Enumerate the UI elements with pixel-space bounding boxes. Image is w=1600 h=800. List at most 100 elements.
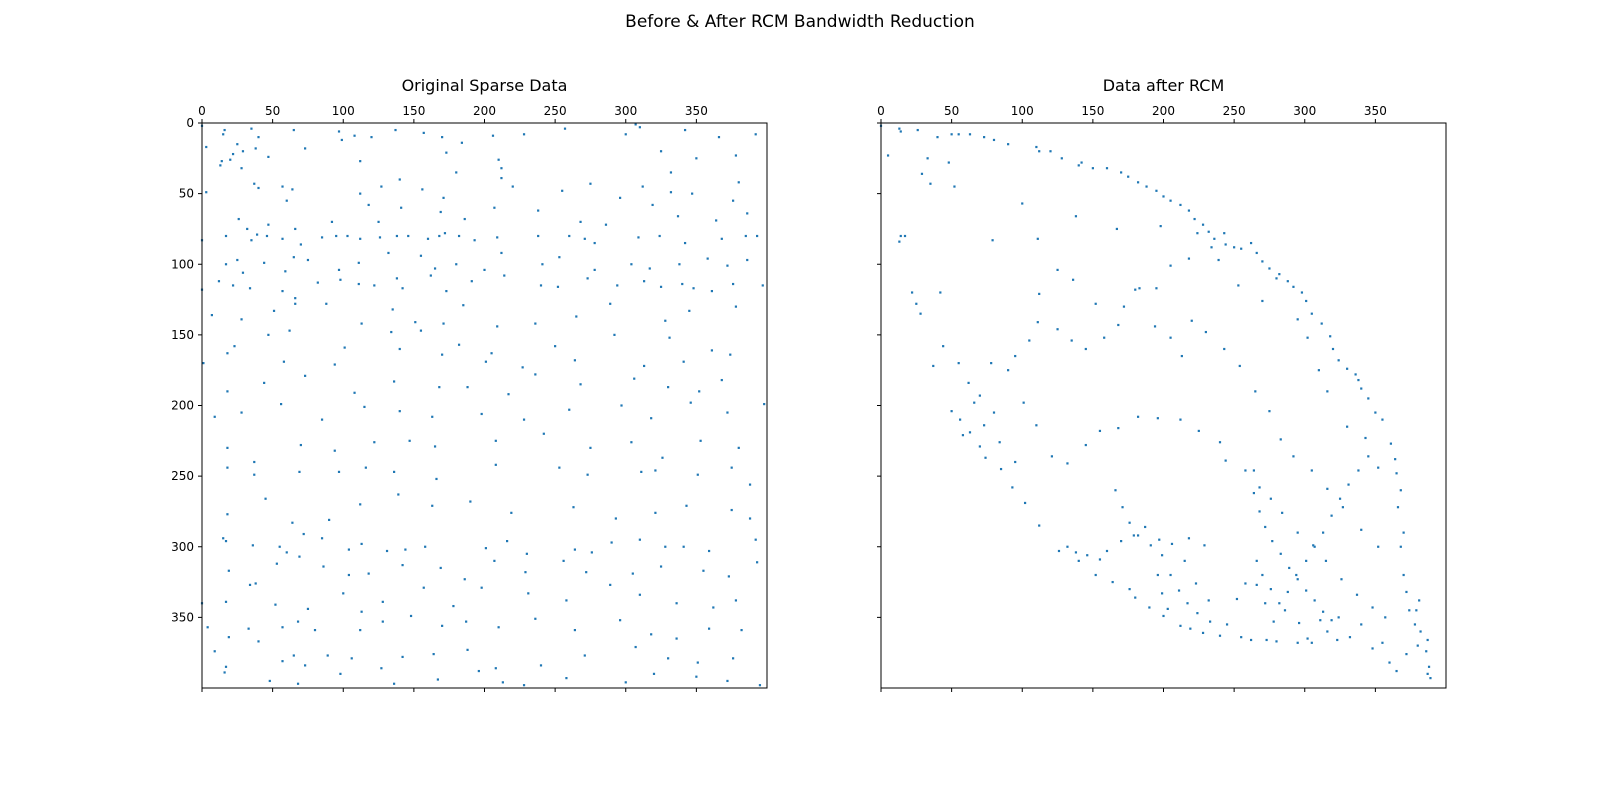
data-point xyxy=(696,661,699,664)
data-point xyxy=(1179,624,1182,627)
data-point xyxy=(213,650,216,653)
data-point xyxy=(395,277,399,280)
x-tick-label: 50 xyxy=(265,104,280,118)
data-point xyxy=(1264,525,1267,529)
data-point xyxy=(726,411,729,414)
data-point xyxy=(1074,215,1078,218)
data-point xyxy=(1326,390,1329,393)
data-point xyxy=(1070,339,1073,342)
data-point xyxy=(589,182,592,185)
data-point xyxy=(246,227,249,231)
data-point xyxy=(616,284,619,287)
data-point xyxy=(1169,264,1172,267)
data-point xyxy=(380,185,383,188)
data-point xyxy=(929,182,932,185)
data-point xyxy=(1115,227,1118,231)
data-point xyxy=(1159,225,1162,228)
data-point xyxy=(758,684,762,687)
data-point xyxy=(296,620,300,623)
data-point xyxy=(222,537,225,540)
data-point xyxy=(726,264,729,267)
data-point xyxy=(494,439,497,442)
data-point xyxy=(748,517,752,520)
data-point xyxy=(1395,472,1398,475)
data-point xyxy=(443,232,447,235)
data-point xyxy=(522,418,526,421)
x-tick-label: 200 xyxy=(473,104,496,118)
data-point xyxy=(408,439,411,442)
data-point xyxy=(253,473,256,476)
data-point xyxy=(899,234,902,238)
data-point xyxy=(1237,284,1240,287)
data-point xyxy=(224,234,228,238)
data-point xyxy=(1224,459,1227,462)
data-point xyxy=(500,176,503,180)
data-point xyxy=(675,637,678,640)
data-point xyxy=(1196,232,1199,235)
data-point xyxy=(1429,677,1432,680)
data-point xyxy=(932,364,935,368)
data-point xyxy=(1197,429,1200,433)
data-point xyxy=(1346,367,1349,370)
data-point xyxy=(282,360,286,363)
data-point xyxy=(337,268,341,271)
data-point xyxy=(1329,335,1332,338)
data-point xyxy=(419,329,423,332)
data-point xyxy=(320,418,324,421)
x-tick-label: 0 xyxy=(198,104,206,118)
data-point xyxy=(1244,582,1247,585)
data-point xyxy=(957,133,960,136)
data-point xyxy=(1418,599,1421,602)
data-point xyxy=(1306,336,1309,339)
data-point xyxy=(1183,559,1186,562)
data-point xyxy=(359,237,362,240)
data-point xyxy=(1023,501,1027,505)
data-point xyxy=(257,640,260,643)
data-point xyxy=(620,404,623,407)
data-point xyxy=(1169,336,1172,339)
data-point xyxy=(426,237,430,240)
data-point xyxy=(1134,288,1137,291)
data-point xyxy=(1193,217,1196,221)
data-point xyxy=(227,569,230,572)
data-point xyxy=(916,128,919,132)
data-point xyxy=(638,126,641,129)
data-point xyxy=(455,263,458,266)
data-point xyxy=(1305,299,1308,303)
data-point xyxy=(377,220,380,223)
data-point xyxy=(593,241,596,245)
data-point xyxy=(373,441,376,444)
data-point xyxy=(524,571,527,574)
data-point xyxy=(253,182,256,185)
data-point xyxy=(1261,260,1264,263)
data-point xyxy=(380,667,383,670)
data-point xyxy=(510,511,513,514)
data-point xyxy=(1388,661,1391,664)
data-point xyxy=(496,236,499,239)
data-point xyxy=(441,624,444,627)
data-point xyxy=(1132,534,1135,537)
data-point xyxy=(497,626,500,629)
data-point xyxy=(1038,292,1041,296)
data-point xyxy=(1330,619,1333,622)
data-point xyxy=(360,322,363,325)
data-point xyxy=(507,393,510,396)
data-point xyxy=(696,473,699,476)
data-point xyxy=(967,381,970,384)
data-point xyxy=(1036,321,1039,324)
data-point xyxy=(699,439,702,442)
data-point xyxy=(950,410,953,413)
data-point xyxy=(726,679,729,683)
data-point xyxy=(1402,531,1405,534)
x-tick-label: 200 xyxy=(1152,104,1175,118)
data-point xyxy=(522,133,526,136)
data-point xyxy=(643,364,646,368)
data-point xyxy=(1367,455,1370,458)
data-point xyxy=(466,386,469,389)
data-point xyxy=(364,466,367,469)
data-point xyxy=(1084,443,1087,447)
data-point xyxy=(1060,157,1063,160)
data-point xyxy=(1117,323,1120,327)
data-point xyxy=(497,158,500,161)
axes-frame-rcm xyxy=(880,122,1447,689)
